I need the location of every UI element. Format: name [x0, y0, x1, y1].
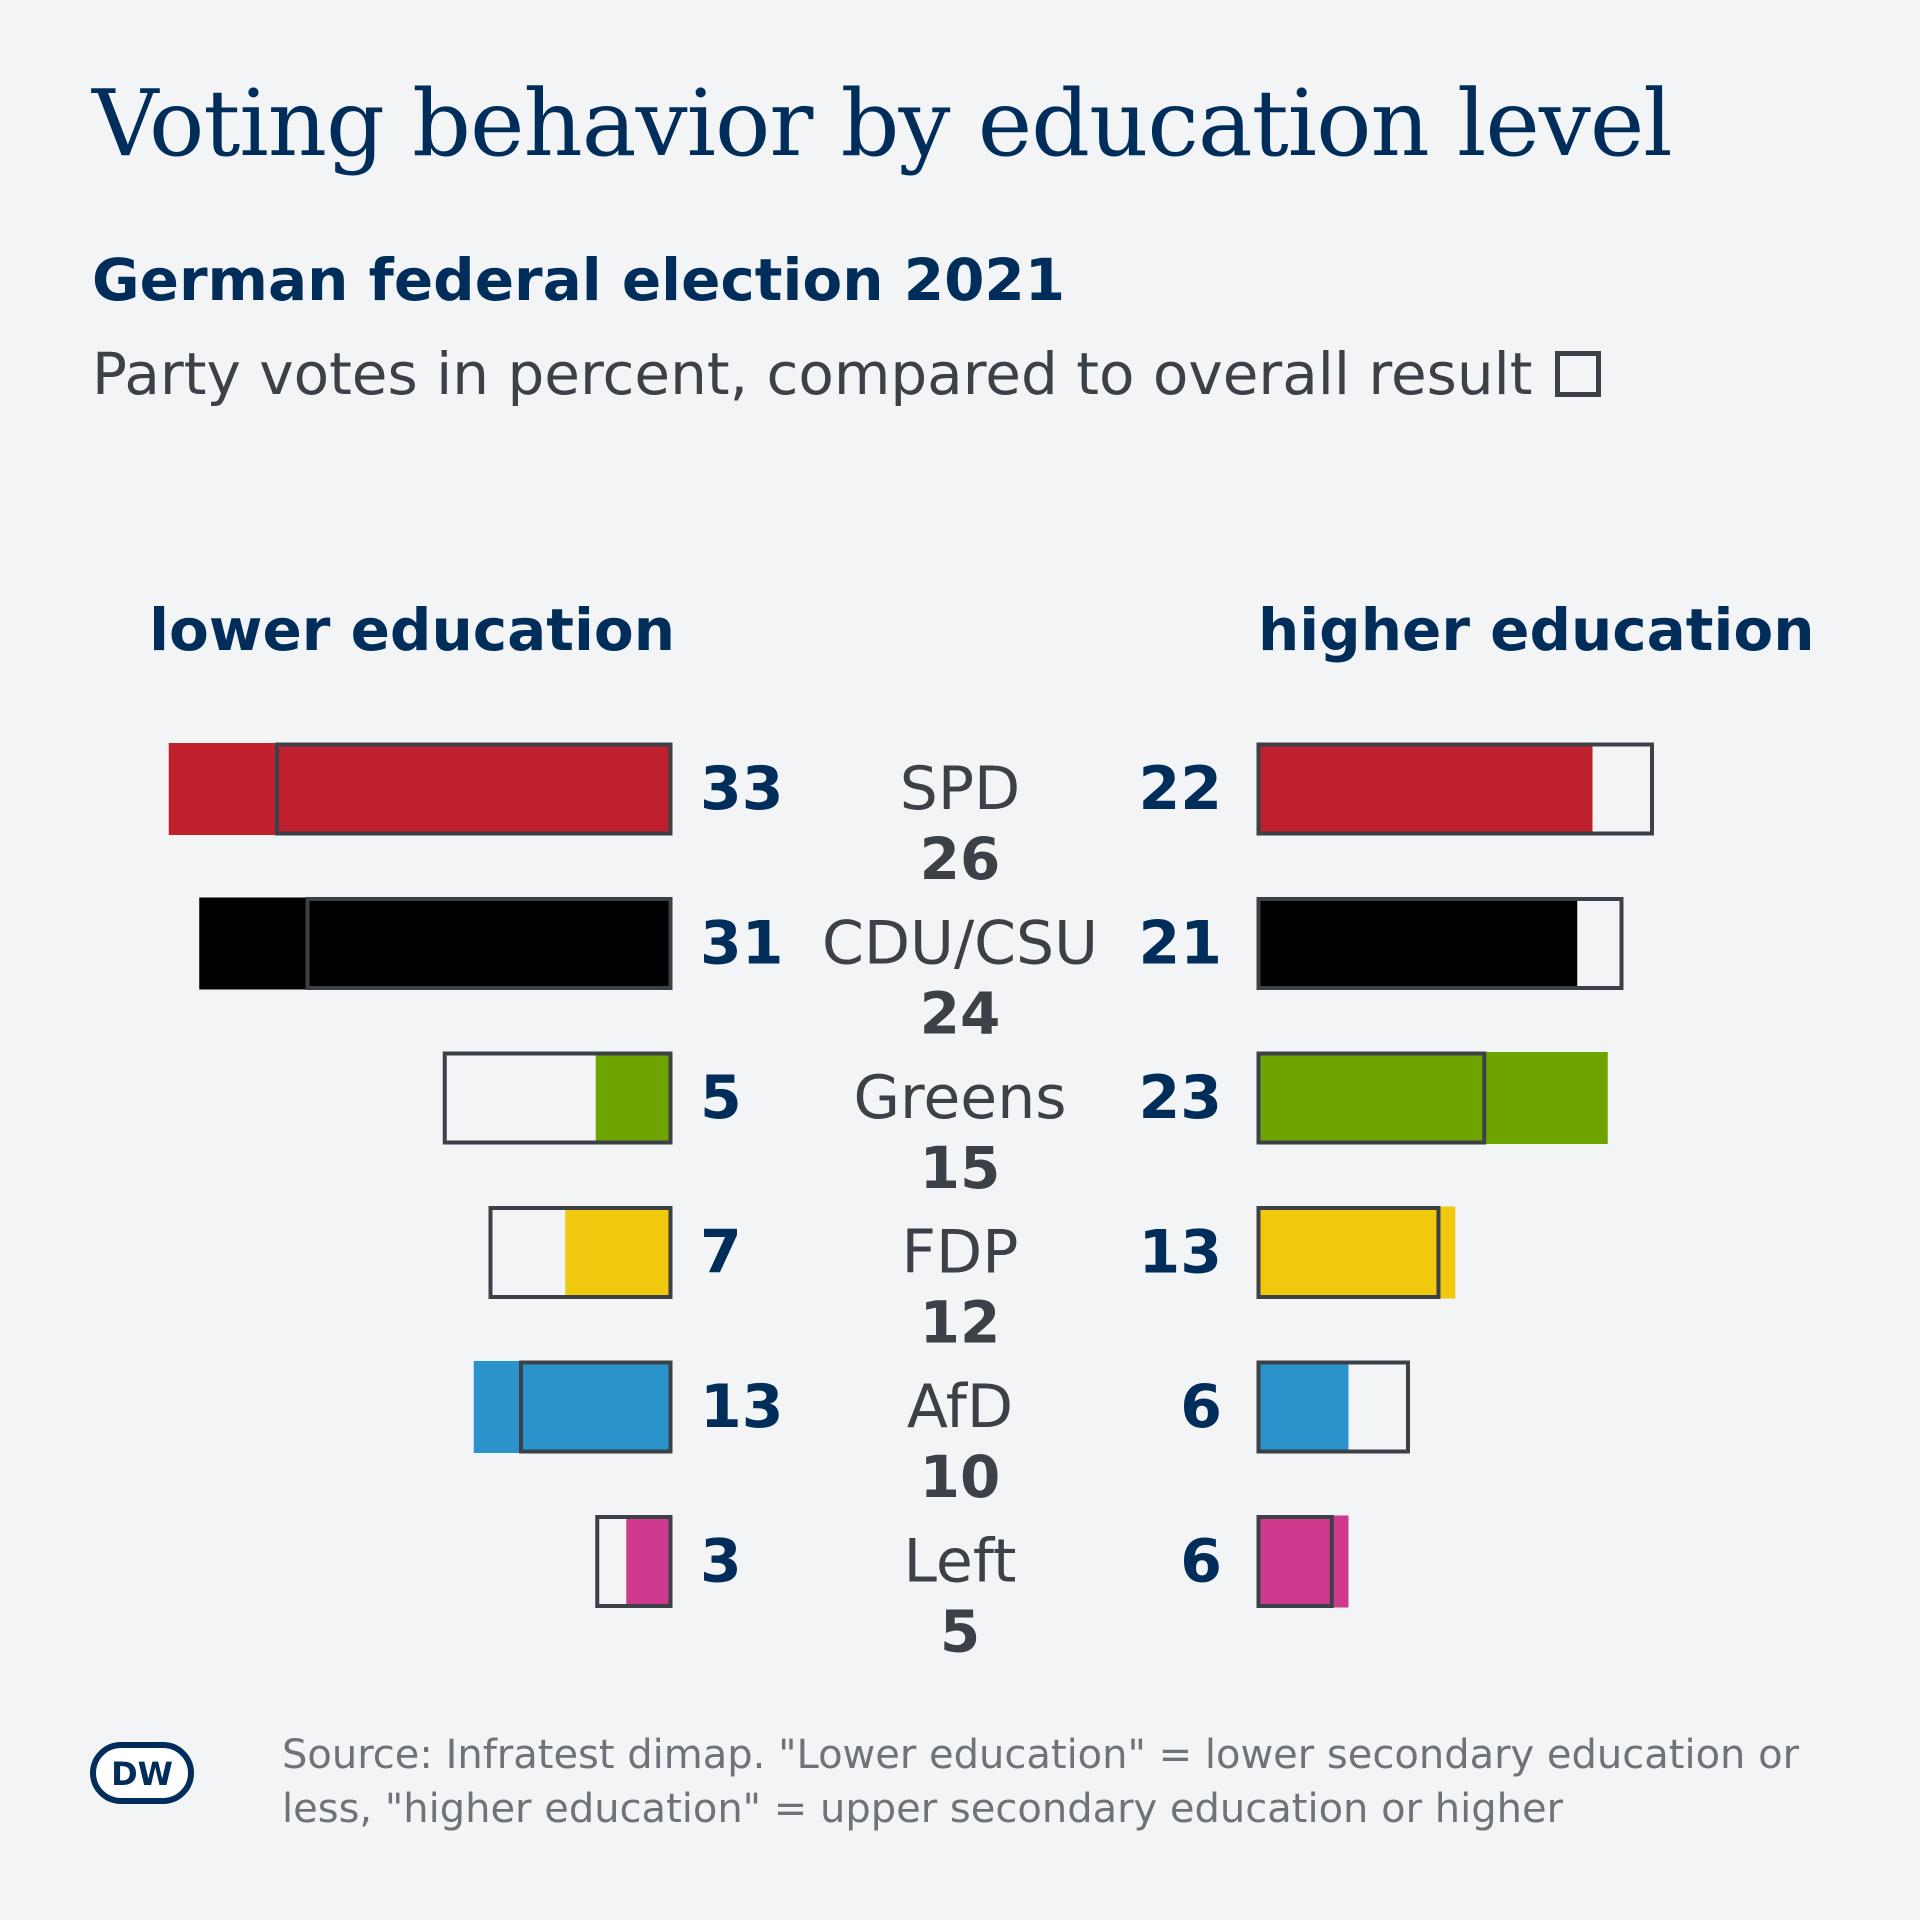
- source-note: Source: Infratest dimap. "Lower educatio…: [282, 1732, 1800, 1832]
- party-label-fdp: FDP: [902, 1218, 1019, 1288]
- higher-overall-outline-left: [1256, 1515, 1334, 1608]
- dw-logo-text: DW: [111, 1755, 173, 1793]
- lower-value-fdp: 7: [700, 1218, 742, 1288]
- overall-value-left: 5: [940, 1598, 980, 1666]
- lower-value-afd: 13: [700, 1372, 784, 1442]
- higher-overall-outline-fdp: [1256, 1206, 1441, 1299]
- lower-bar-cdu-csu: [199, 897, 672, 990]
- lower-overall-outline-left: [595, 1515, 673, 1608]
- higher-overall-outline-afd: [1256, 1360, 1410, 1454]
- higher-bar-cdu-csu: [1257, 897, 1578, 990]
- chart-title: Voting behavior by education level: [92, 70, 1673, 177]
- overall-value-fdp: 12: [920, 1289, 1001, 1357]
- higher-overall-outline-spd: [1256, 742, 1654, 836]
- higher-bar-fdp: [1257, 1206, 1456, 1299]
- higher-bar-afd: [1257, 1361, 1349, 1453]
- lower-overall-outline-greens: [442, 1051, 673, 1145]
- lower-bar-spd: [168, 743, 672, 835]
- overall-value-greens: 15: [920, 1134, 1001, 1202]
- party-label-afd: AfD: [907, 1372, 1013, 1442]
- higher-bar-spd: [1257, 743, 1593, 835]
- overall-result-legend-box: [1554, 351, 1601, 397]
- overall-value-spd: 26: [920, 825, 1001, 893]
- higher-value-cdu-csu: 21: [1139, 909, 1223, 979]
- lower-overall-outline-afd: [519, 1360, 673, 1454]
- lower-bar-fdp: [565, 1206, 672, 1299]
- higher-value-spd: 22: [1139, 754, 1223, 824]
- overall-value-cdu-csu: 24: [920, 980, 1001, 1048]
- higher-bar-left: [1257, 1515, 1349, 1608]
- dw-logo: DW: [90, 1742, 194, 1804]
- lower-bar-left: [626, 1515, 672, 1608]
- lower-value-spd: 33: [700, 754, 784, 824]
- lower-value-left: 3: [700, 1527, 742, 1597]
- higher-value-left: 6: [1180, 1527, 1222, 1597]
- party-label-cdu-csu: CDU/CSU: [822, 909, 1098, 979]
- chart-subtitle: German federal election 2021: [92, 246, 1066, 314]
- higher-value-fdp: 13: [1139, 1218, 1223, 1288]
- lower-bar-greens: [595, 1052, 672, 1144]
- lower-value-cdu-csu: 31: [700, 909, 784, 979]
- lower-value-greens: 5: [700, 1063, 742, 1133]
- lower-education-header: lower education: [149, 596, 675, 664]
- butterfly-bar-chart: lower education higher education 33 22 SPD…: [149, 596, 1815, 1666]
- lower-overall-outline-fdp: [488, 1206, 673, 1299]
- higher-value-greens: 23: [1139, 1063, 1223, 1133]
- overall-value-afd: 10: [920, 1443, 1001, 1511]
- party-label-greens: Greens: [854, 1063, 1067, 1133]
- lower-overall-outline-cdu-csu: [305, 897, 673, 990]
- party-label-spd: SPD: [900, 754, 1020, 824]
- higher-overall-outline-cdu-csu: [1256, 897, 1624, 990]
- lower-bar-afd: [473, 1361, 672, 1453]
- lower-overall-outline-spd: [275, 742, 673, 836]
- higher-bar-greens: [1257, 1052, 1608, 1144]
- party-label-left: Left: [904, 1527, 1017, 1597]
- higher-education-header: higher education: [1258, 596, 1815, 664]
- higher-overall-outline-greens: [1256, 1051, 1487, 1145]
- chart-description: Party votes in percent, compared to over…: [92, 340, 1601, 408]
- description-text: Party votes in percent, compared to over…: [92, 340, 1533, 408]
- higher-value-afd: 6: [1180, 1372, 1222, 1442]
